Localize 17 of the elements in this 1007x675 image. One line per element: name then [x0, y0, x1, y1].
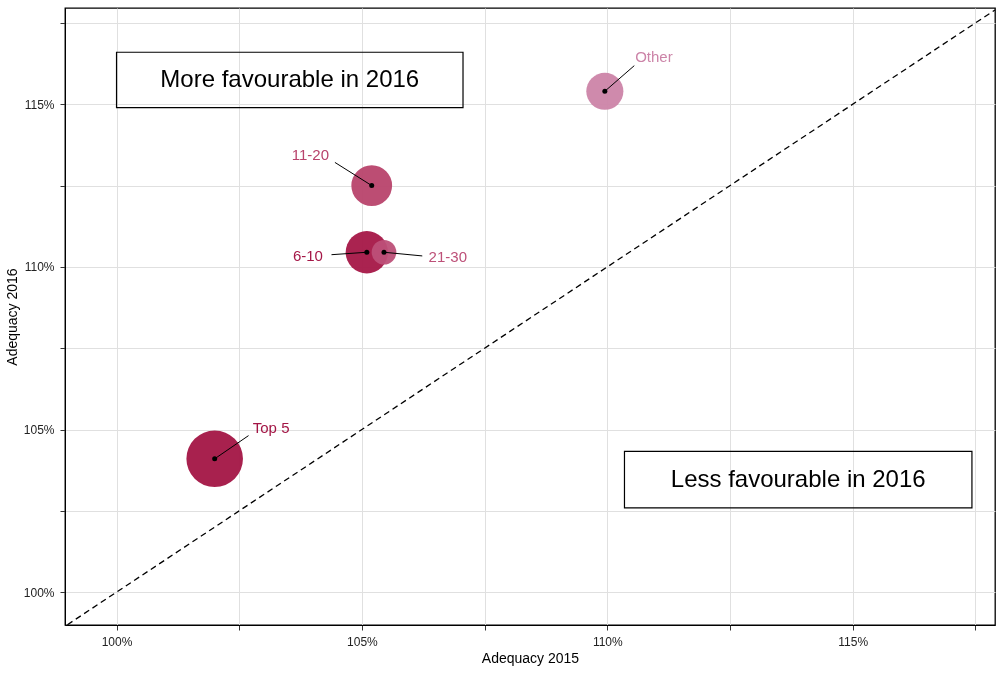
- series-label: Other: [635, 48, 673, 66]
- x-tick-label: 105%: [347, 634, 379, 649]
- annotation: More favourable in 2016: [160, 64, 420, 92]
- x-axis-title: Adequacy 2015: [481, 649, 580, 666]
- y-tick-label: 105%: [23, 423, 55, 438]
- y-axis-title: Adequacy 2016: [3, 268, 20, 366]
- series-label: 6-10: [292, 246, 323, 264]
- series-label: 11-20: [291, 145, 330, 163]
- text: 21-30: [428, 248, 467, 266]
- series-label: Top 5: [252, 418, 290, 436]
- x-tick-label: 100%: [101, 634, 133, 649]
- y-tick-label: 115%: [24, 97, 55, 112]
- x-tick-label: 115%: [838, 634, 869, 649]
- y-tick-label: 110%: [24, 260, 55, 275]
- annotation: Less favourable in 2016: [670, 464, 926, 492]
- x-tick-label: 110%: [592, 634, 624, 649]
- y-tick-label: 100%: [23, 585, 55, 600]
